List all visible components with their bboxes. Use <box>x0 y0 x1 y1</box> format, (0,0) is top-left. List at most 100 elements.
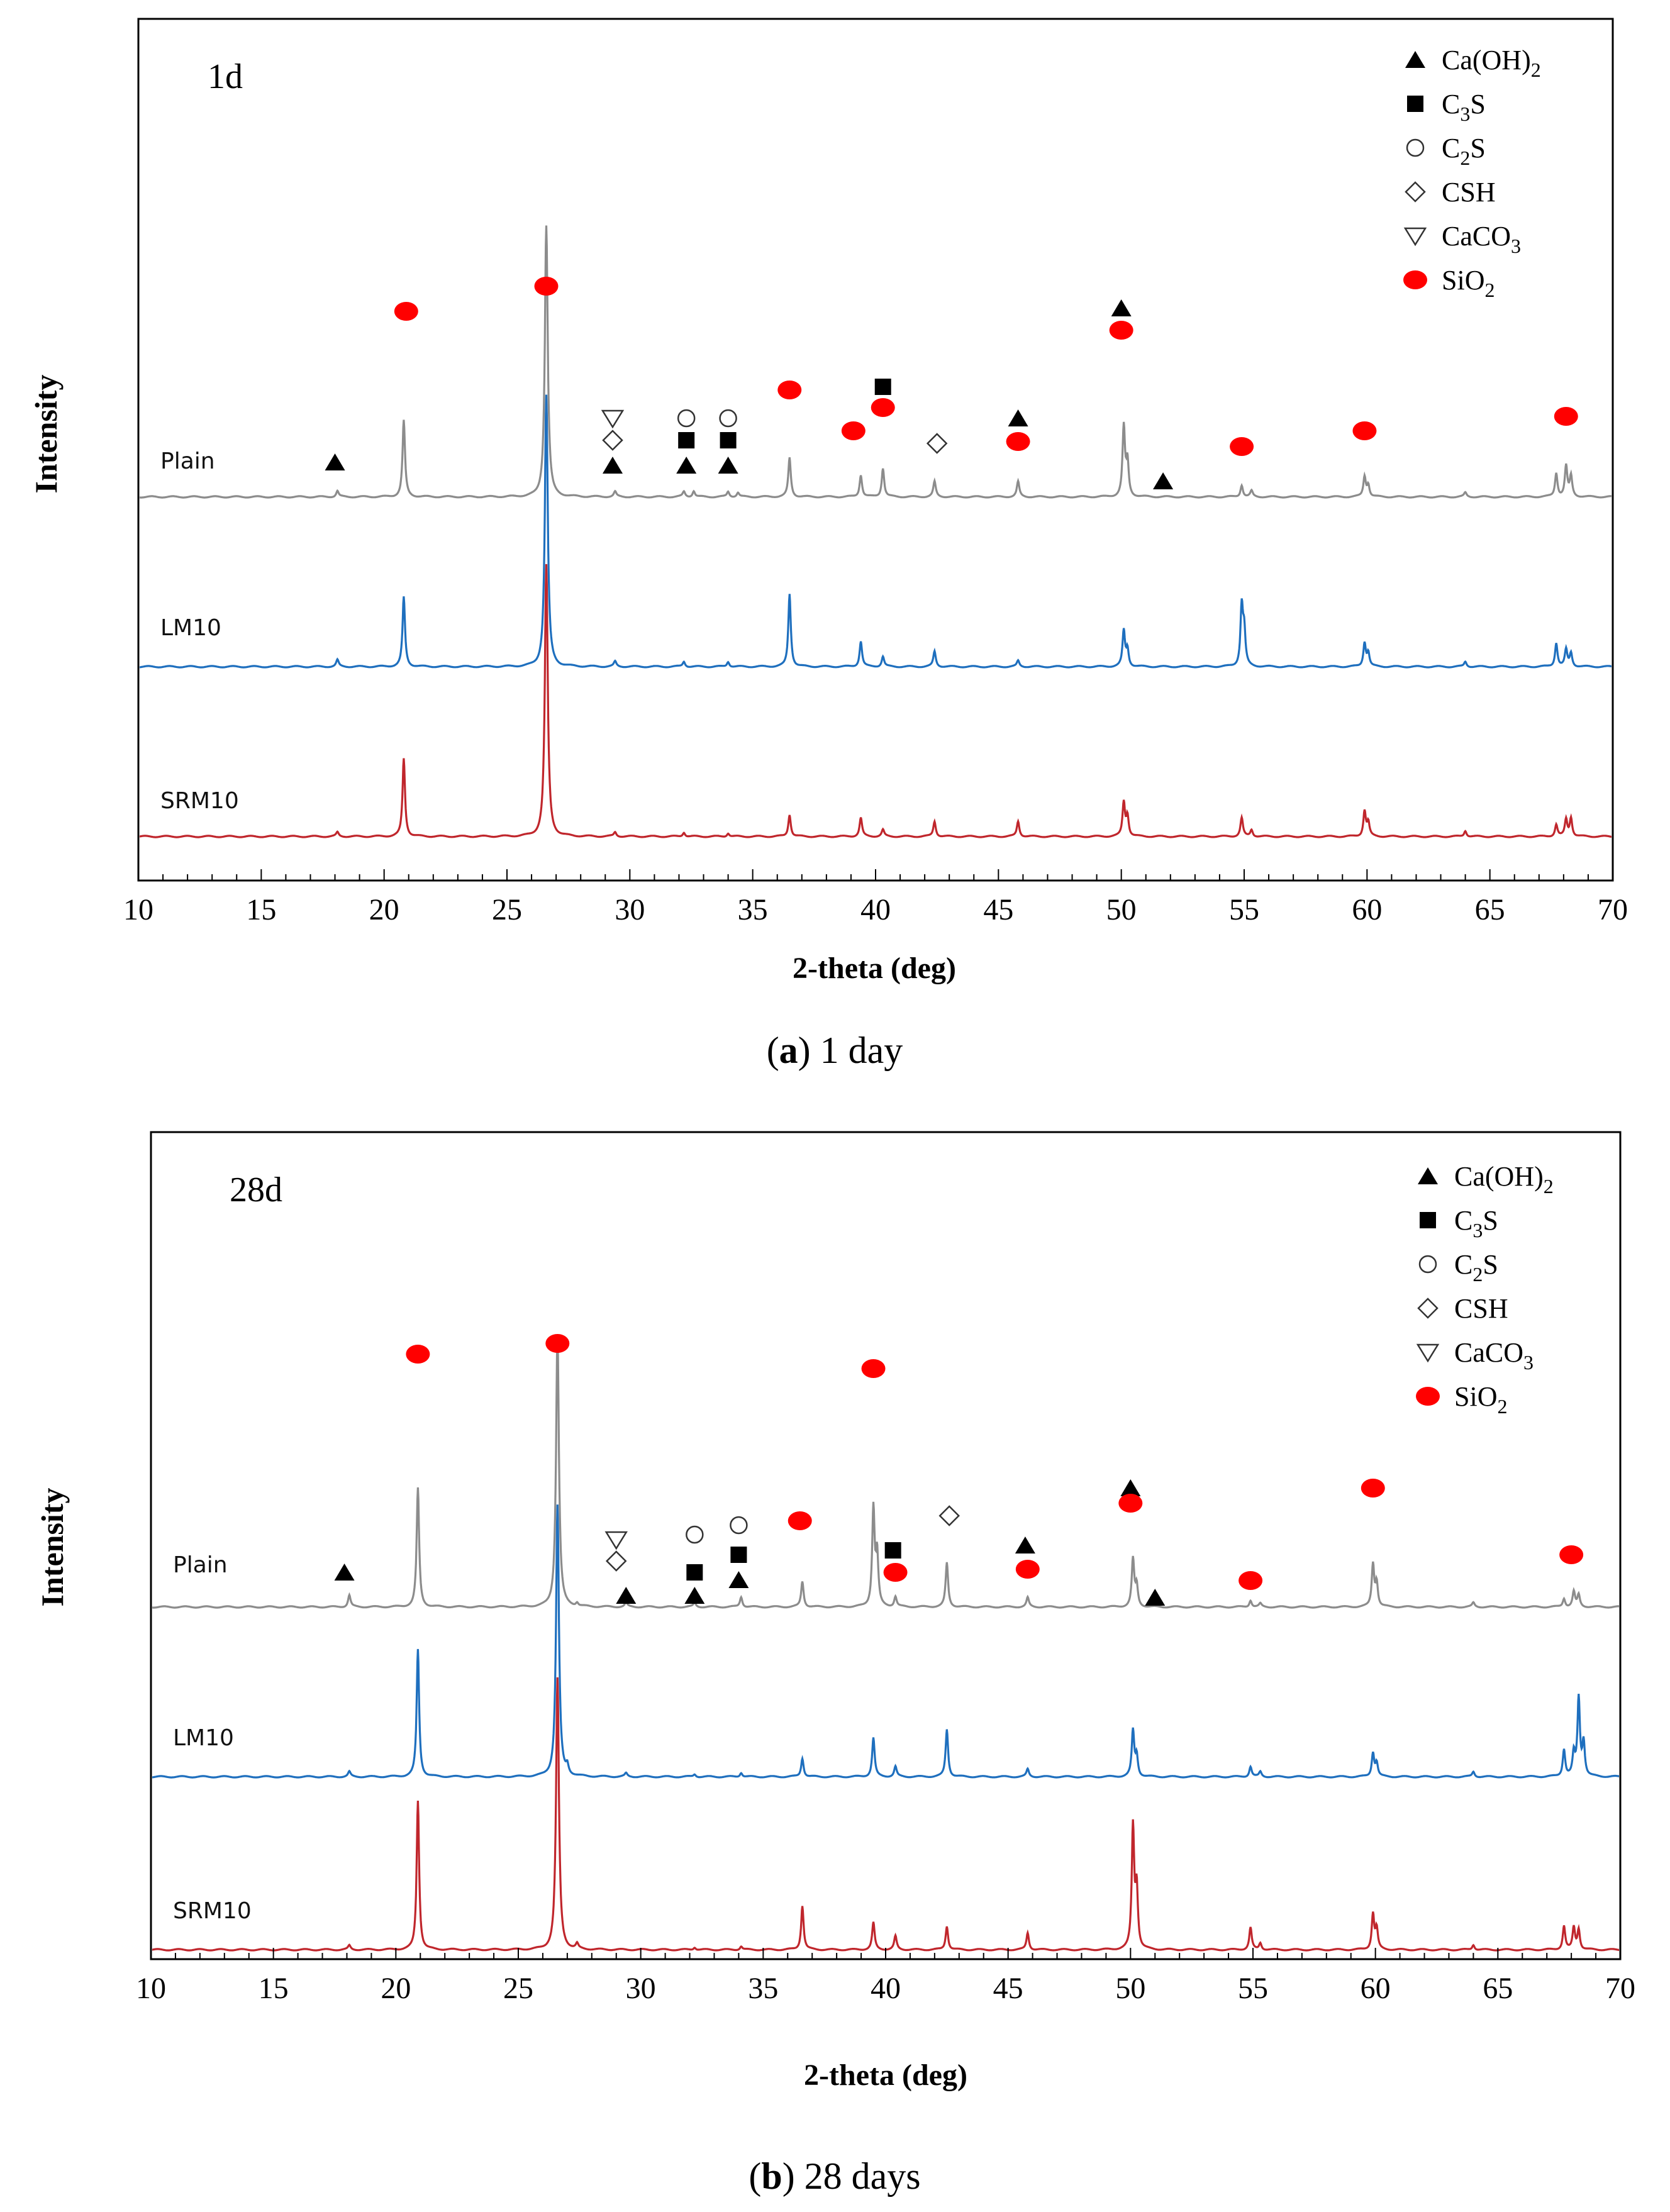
legend-symbol <box>1405 51 1425 68</box>
legend-symbol <box>1418 1167 1438 1184</box>
x-tick-label: 50 <box>1115 1972 1145 2005</box>
phase-marker-sio2 <box>1352 421 1377 440</box>
x-tick-label: 65 <box>1475 893 1505 926</box>
x-tick-label: 70 <box>1605 1972 1635 2005</box>
legend-label-sio2: SiO2 <box>1454 1381 1507 1418</box>
phase-marker-sio2 <box>1118 1494 1143 1513</box>
x-tick-label: 60 <box>1361 1972 1391 2005</box>
phase-marker-c3s <box>678 432 695 448</box>
phase-marker-sio2 <box>406 1345 430 1364</box>
series-label-plain: Plain <box>173 1552 228 1578</box>
series-line-lm10 <box>152 1504 1619 1779</box>
phase-marker-caco3 <box>604 1531 628 1550</box>
plot-frame <box>137 18 1614 882</box>
series-label-srm10: SRM10 <box>160 788 239 814</box>
phase-marker-c2s <box>730 1516 748 1535</box>
phase-marker-caoh2 <box>602 457 623 474</box>
x-axis-title: 2-theta (deg) <box>804 2059 967 2092</box>
x-axis-ticks: 10 15 20 25 30 35 40 45 50 55 60 65 70 <box>123 869 1628 926</box>
series-line-plain <box>152 1335 1619 1609</box>
x-tick-label: 10 <box>123 893 153 926</box>
legend-symbol <box>1416 1343 1440 1363</box>
phase-markers <box>334 1334 1584 1606</box>
phase-marker-caoh2 <box>1120 1479 1141 1496</box>
series-label-plain: Plain <box>160 448 215 474</box>
x-tick-label: 60 <box>1352 893 1382 926</box>
legend-label-c3s: C3S <box>1442 89 1486 125</box>
phase-marker-caoh2 <box>325 453 345 470</box>
phase-marker-csh <box>938 1505 960 1526</box>
phase-marker-sio2 <box>545 1334 570 1353</box>
phase-marker-sio2 <box>534 277 559 296</box>
phase-marker-sio2 <box>1006 432 1030 451</box>
caption-text: ) 1 day <box>798 1030 903 1071</box>
x-tick-label: 15 <box>259 1972 289 2005</box>
series-line-srm10 <box>152 1677 1619 1952</box>
legend-label-caco3: CaCO3 <box>1454 1337 1534 1374</box>
panel-tag: 28d <box>230 1170 282 1209</box>
phase-marker-sio2 <box>1015 1560 1040 1579</box>
legend-symbol <box>1406 138 1425 157</box>
phase-marker-c3s <box>686 1564 703 1581</box>
phase-marker-sio2 <box>1361 1479 1385 1498</box>
phase-marker-sio2 <box>871 398 895 417</box>
x-tick-label: 70 <box>1598 893 1628 926</box>
x-tick-label: 55 <box>1238 1972 1268 2005</box>
phase-marker-caoh2 <box>728 1571 749 1588</box>
legend: Ca(OH)2 C3S C2S CSH CaCO3 SiO2 <box>1416 1161 1554 1418</box>
x-tick-label: 35 <box>738 893 768 926</box>
phase-marker-caco3 <box>601 409 625 429</box>
x-tick-label: 65 <box>1483 1972 1513 2005</box>
phase-marker-sio2 <box>1554 407 1578 426</box>
x-tick-label: 30 <box>615 893 645 926</box>
phase-marker-c2s <box>686 1525 704 1544</box>
phase-markers <box>325 277 1578 489</box>
x-tick-label: 15 <box>246 893 276 926</box>
series-label-srm10: SRM10 <box>173 1898 252 1924</box>
legend-symbol <box>1416 1387 1440 1406</box>
caption-letter: b <box>761 2155 782 2197</box>
phase-marker-caoh2 <box>1111 299 1132 316</box>
series-group <box>152 1335 1619 1952</box>
series-label-lm10: LM10 <box>173 1725 234 1751</box>
caption: (b) 28 days <box>749 2155 920 2197</box>
x-tick-label: 30 <box>626 1972 656 2005</box>
legend-label-c2s: C2S <box>1454 1249 1498 1286</box>
y-axis-title: Intensity <box>35 1488 70 1607</box>
y-axis-title: Intensity <box>28 375 64 494</box>
x-tick-label: 25 <box>492 893 522 926</box>
caption: (a) 1 day <box>767 1030 903 1071</box>
phase-marker-c2s <box>719 409 737 428</box>
legend-symbol <box>1403 227 1427 247</box>
legend-label-c2s: C2S <box>1442 133 1486 169</box>
caption-letter: a <box>779 1030 798 1071</box>
x-tick-label: 55 <box>1229 893 1259 926</box>
x-axis-ticks: 10 15 20 25 30 35 40 45 50 55 60 65 70 <box>136 1948 1635 2005</box>
phase-marker-sio2 <box>841 421 866 440</box>
phase-marker-caoh2 <box>616 1587 637 1604</box>
panel-tag: 1d <box>208 57 243 96</box>
x-tick-label: 45 <box>983 893 1013 926</box>
x-tick-label: 10 <box>136 1972 166 2005</box>
phase-marker-c2s <box>677 409 696 428</box>
legend-symbol <box>1420 1212 1436 1228</box>
caption-text: ) 28 days <box>782 2155 921 2197</box>
x-axis-title: 2-theta (deg) <box>793 952 956 985</box>
phase-marker-sio2 <box>1230 437 1254 456</box>
phase-marker-c3s <box>730 1547 747 1563</box>
x-tick-label: 25 <box>503 1972 533 2005</box>
phase-marker-caoh2 <box>676 457 697 474</box>
legend-label-caoh2: Ca(OH)2 <box>1454 1161 1554 1198</box>
series-label-lm10: LM10 <box>160 615 221 641</box>
phase-marker-sio2 <box>1559 1545 1584 1564</box>
x-tick-label: 45 <box>993 1972 1023 2005</box>
x-tick-label: 20 <box>381 1972 411 2005</box>
legend-label-c3s: C3S <box>1454 1205 1498 1242</box>
phase-marker-c3s <box>884 1542 901 1559</box>
legend-label-sio2: SiO2 <box>1442 265 1495 301</box>
phase-marker-csh <box>605 1550 627 1572</box>
legend-symbol <box>1405 181 1426 203</box>
legend-label-caoh2: Ca(OH)2 <box>1442 45 1541 81</box>
phase-marker-caoh2 <box>718 457 738 474</box>
